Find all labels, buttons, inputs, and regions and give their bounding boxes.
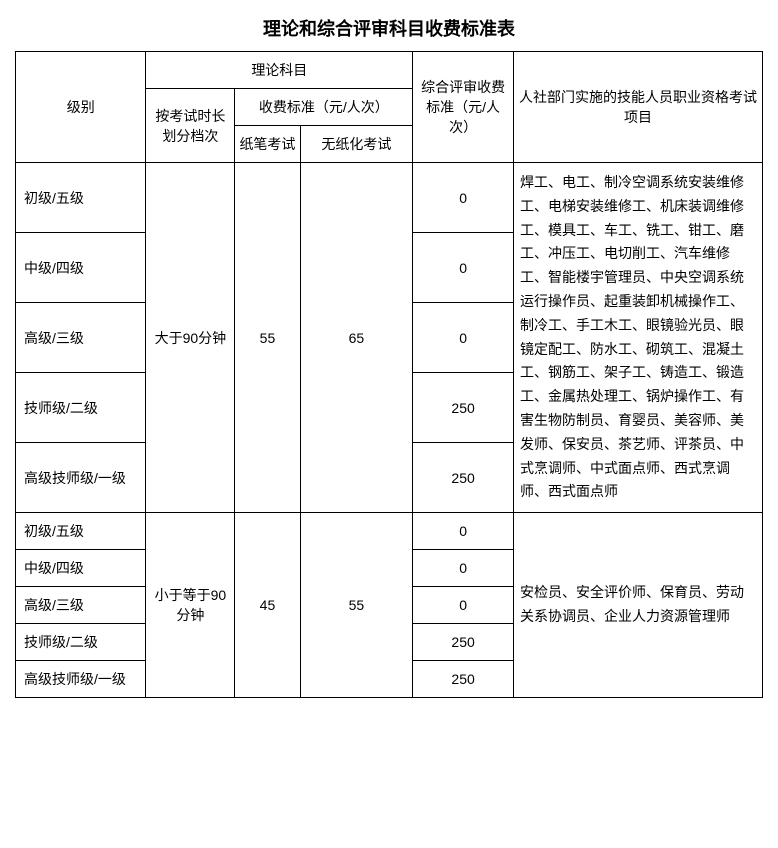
review-fee-cell: 250 xyxy=(413,373,514,443)
level-cell: 初级/五级 xyxy=(16,163,146,233)
review-fee-cell: 0 xyxy=(413,587,514,624)
header-paperless: 无纸化考试 xyxy=(300,126,413,163)
duration-cell: 小于等于90分钟 xyxy=(146,513,235,698)
level-cell: 中级/四级 xyxy=(16,233,146,303)
projects-cell: 安检员、安全评价师、保育员、劳动关系协调员、企业人力资源管理师 xyxy=(513,513,762,698)
review-fee-cell: 0 xyxy=(413,163,514,233)
review-fee-cell: 250 xyxy=(413,443,514,513)
table-row: 初级/五级 小于等于90分钟 45 55 0 安检员、安全评价师、保育员、劳动关… xyxy=(16,513,763,550)
header-paper: 纸笔考试 xyxy=(235,126,300,163)
level-cell: 高级/三级 xyxy=(16,587,146,624)
header-projects: 人社部门实施的技能人员职业资格考试项目 xyxy=(513,52,762,163)
header-duration: 按考试时长划分档次 xyxy=(146,89,235,163)
paper-fee-cell: 45 xyxy=(235,513,300,698)
level-cell: 高级技师级/一级 xyxy=(16,443,146,513)
level-cell: 技师级/二级 xyxy=(16,624,146,661)
paperless-fee-cell: 65 xyxy=(300,163,413,513)
level-cell: 初级/五级 xyxy=(16,513,146,550)
header-fee-standard: 收费标准（元/人次） xyxy=(235,89,413,126)
header-theory: 理论科目 xyxy=(146,52,413,89)
review-fee-cell: 250 xyxy=(413,624,514,661)
review-fee-cell: 0 xyxy=(413,550,514,587)
header-level: 级别 xyxy=(16,52,146,163)
fee-table: 级别 理论科目 综合评审收费标准（元/人次） 人社部门实施的技能人员职业资格考试… xyxy=(15,51,763,698)
duration-cell: 大于90分钟 xyxy=(146,163,235,513)
review-fee-cell: 0 xyxy=(413,513,514,550)
projects-cell: 焊工、电工、制冷空调系统安装维修工、电梯安装维修工、机床装调维修工、模具工、车工… xyxy=(513,163,762,513)
paper-fee-cell: 55 xyxy=(235,163,300,513)
level-cell: 技师级/二级 xyxy=(16,373,146,443)
review-fee-cell: 0 xyxy=(413,233,514,303)
review-fee-cell: 0 xyxy=(413,303,514,373)
table-header-row: 级别 理论科目 综合评审收费标准（元/人次） 人社部门实施的技能人员职业资格考试… xyxy=(16,52,763,89)
paperless-fee-cell: 55 xyxy=(300,513,413,698)
table-row: 初级/五级 大于90分钟 55 65 0 焊工、电工、制冷空调系统安装维修工、电… xyxy=(16,163,763,233)
header-review: 综合评审收费标准（元/人次） xyxy=(413,52,514,163)
page-title: 理论和综合评审科目收费标准表 xyxy=(15,15,763,41)
level-cell: 中级/四级 xyxy=(16,550,146,587)
level-cell: 高级技师级/一级 xyxy=(16,661,146,698)
level-cell: 高级/三级 xyxy=(16,303,146,373)
review-fee-cell: 250 xyxy=(413,661,514,698)
